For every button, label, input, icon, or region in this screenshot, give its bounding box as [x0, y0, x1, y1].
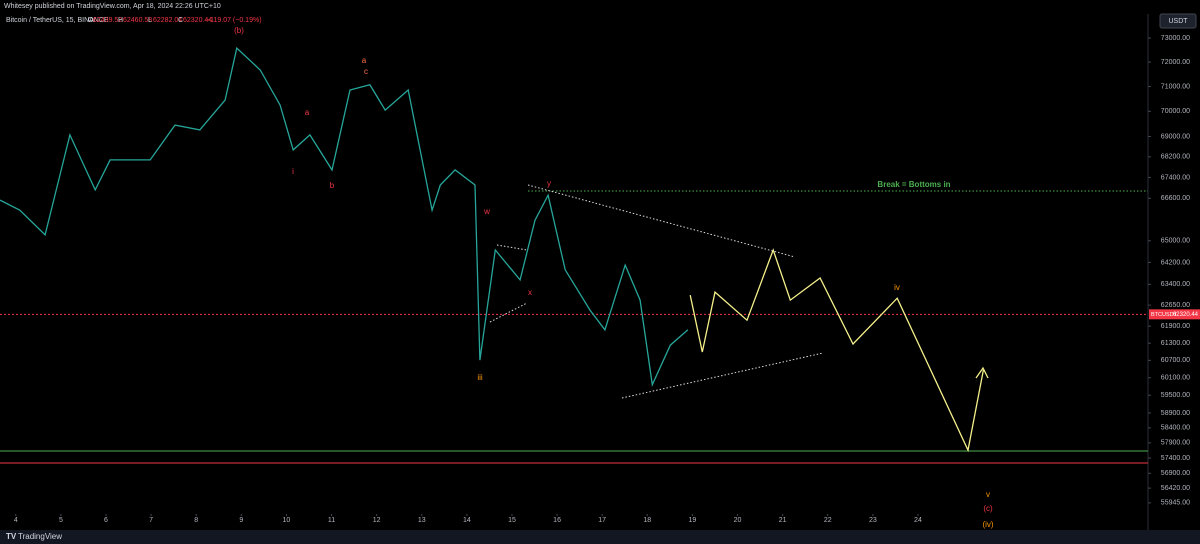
x-tick-label: 15 [508, 517, 516, 524]
y-tick-label: 60100.00 [1161, 375, 1190, 382]
x-tick-label: 16 [553, 517, 561, 524]
x-tick-label: 6 [104, 517, 108, 524]
y-tick-label: 61900.00 [1161, 323, 1190, 330]
change: −119.07 (−0.19%) [206, 17, 262, 24]
x-tick-label: 7 [149, 517, 153, 524]
y-tick-label: 64200.00 [1161, 259, 1190, 266]
x-tick-label: 14 [463, 517, 471, 524]
y-tick-label: 67400.00 [1161, 174, 1190, 181]
wave-label: iv [894, 283, 900, 292]
break-label: Break = Bottoms in [877, 180, 950, 189]
ohlc-value: 62282.04 [153, 17, 182, 24]
x-tick-label: 22 [824, 517, 832, 524]
brand: TradingView [18, 532, 62, 541]
x-tick-label: 24 [914, 517, 922, 524]
y-tick-label: 63400.00 [1161, 281, 1190, 288]
y-tick-label: 57400.00 [1161, 455, 1190, 462]
x-tick-label: 9 [239, 517, 243, 524]
x-tick-label: 19 [689, 517, 697, 524]
wave-label: a [362, 56, 367, 65]
arrow-head [975, 366, 989, 379]
y-tick-label: 71000.00 [1161, 83, 1190, 90]
ohlc-label: O [88, 17, 94, 24]
logo-mark: TV [6, 532, 17, 541]
y-tick-label: 72000.00 [1161, 59, 1190, 66]
wave-label: (iv) [982, 520, 993, 529]
wave-label: i [292, 167, 294, 176]
ohlc-label: C [178, 17, 183, 24]
ohlc-value: 62320.44 [183, 17, 212, 24]
wave-label: y [547, 179, 551, 188]
currency[interactable]: USDT [1168, 18, 1188, 25]
y-tick-label: 62650.00 [1161, 302, 1190, 309]
ohlc-value: 62439.52 [93, 17, 122, 24]
wave-label: (c) [983, 504, 993, 513]
y-tick-label: 59500.00 [1161, 392, 1190, 399]
wave-label: w [483, 207, 490, 216]
trendline [496, 244, 528, 251]
x-tick-label: 21 [779, 517, 787, 524]
y-tick-label: 61300.00 [1161, 340, 1190, 347]
y-tick-label: 55945.00 [1161, 500, 1190, 507]
wave-label: x [528, 288, 532, 297]
x-tick-label: 18 [643, 517, 651, 524]
price-line [689, 248, 985, 453]
trendline [621, 352, 824, 399]
wave-label: c [364, 67, 368, 76]
ohlc-label: L [148, 17, 152, 24]
y-tick-label: 58900.00 [1161, 410, 1190, 417]
symbol: Bitcoin / TetherUS, 15, BINANCE [6, 17, 109, 24]
trendline [527, 184, 796, 258]
x-tick-label: 10 [283, 517, 291, 524]
y-tick-label: 58400.00 [1161, 425, 1190, 432]
wave-label: b [330, 181, 335, 190]
y-tick-label: 56420.00 [1161, 485, 1190, 492]
x-tick-label: 17 [598, 517, 606, 524]
wave-label: (b) [234, 26, 244, 35]
publisher: Whitesey published on TradingView.com, A… [4, 3, 221, 10]
price-tag-value: 62320.44 [1173, 312, 1199, 318]
wave-label: a [305, 108, 310, 117]
y-tick-label: 57900.00 [1161, 440, 1190, 447]
price-line [0, 46, 689, 387]
y-tick-label: 69000.00 [1161, 133, 1190, 140]
wave-label: v [986, 490, 990, 499]
y-tick-label: 73000.00 [1161, 35, 1190, 42]
x-tick-label: 11 [328, 517, 335, 524]
ohlc-value: 62460.58 [123, 17, 152, 24]
x-tick-label: 23 [869, 517, 877, 524]
y-tick-label: 68200.00 [1161, 154, 1190, 161]
x-tick-label: 8 [194, 517, 198, 524]
y-tick-label: 66600.00 [1161, 195, 1190, 202]
currency-button[interactable] [1159, 13, 1197, 29]
y-tick-label: 56900.00 [1161, 470, 1190, 477]
x-tick-label: 13 [418, 517, 426, 524]
footer [0, 530, 1200, 544]
x-tick-label: 4 [14, 517, 18, 524]
price-tag-label: BTCUSDT [1151, 312, 1178, 318]
y-tick-label: 70000.00 [1161, 108, 1190, 115]
price-tag [1149, 309, 1200, 320]
ohlc: O 62439.52H 62460.58L 62282.04C 62320.44 [88, 17, 212, 24]
x-tick-label: 20 [734, 517, 742, 524]
y-tick-label: 65000.00 [1161, 238, 1190, 245]
wave-label: iii [477, 373, 483, 382]
y-tick-label: 60700.00 [1161, 357, 1190, 364]
x-tick-label: 12 [373, 517, 381, 524]
x-tick-label: 5 [59, 517, 63, 524]
ohlc-label: H [118, 17, 123, 24]
